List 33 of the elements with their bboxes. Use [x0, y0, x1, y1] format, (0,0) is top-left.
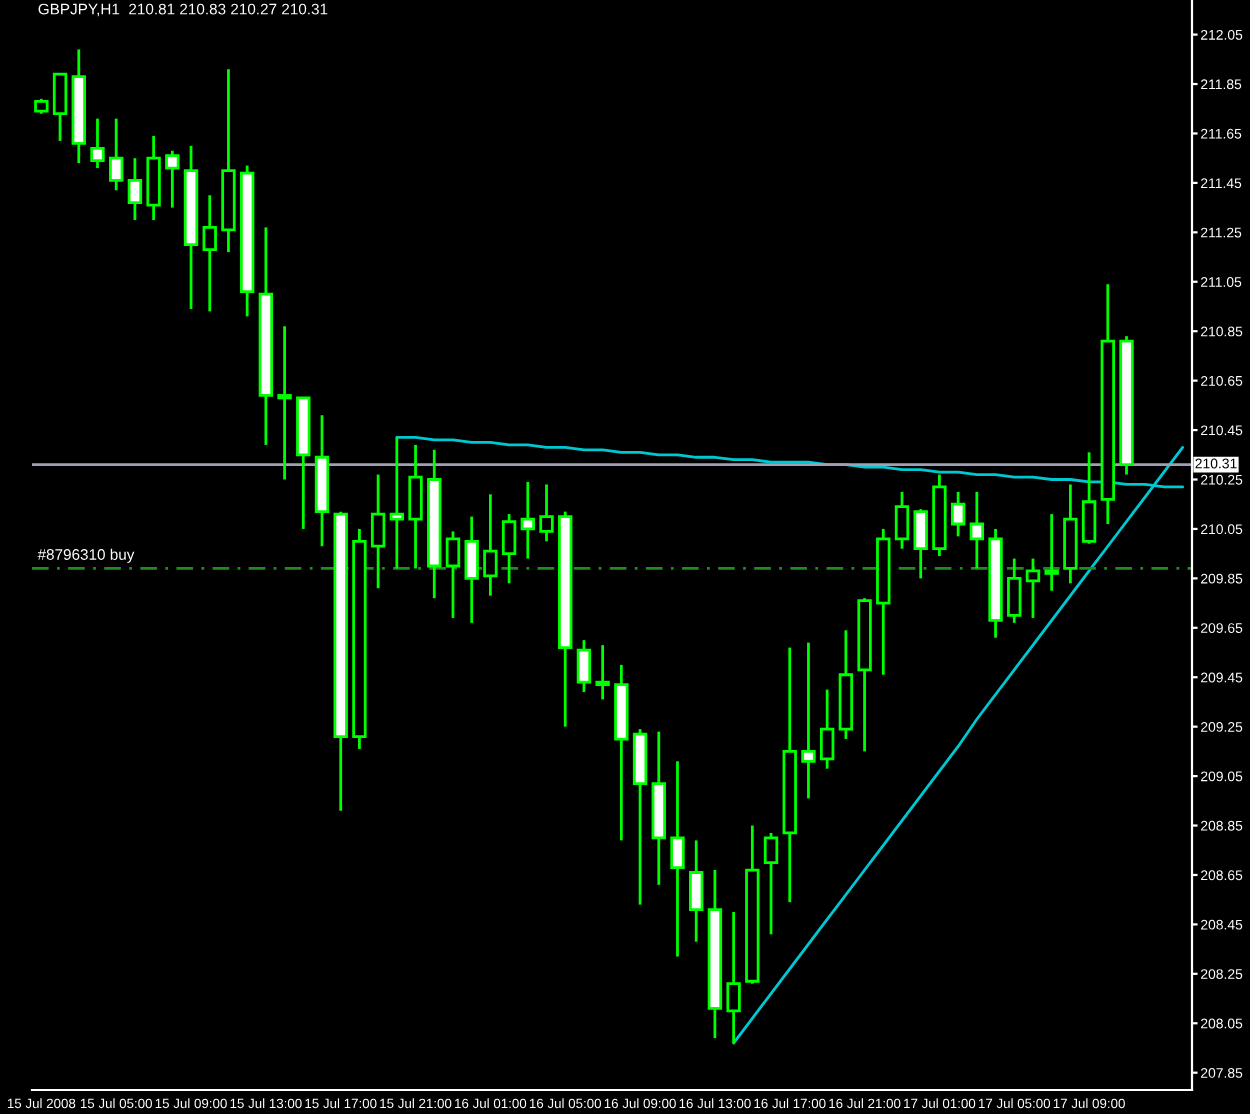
candlestick [801, 641, 816, 800]
candlestick [576, 638, 592, 694]
candlestick [950, 490, 966, 538]
candlestick [127, 156, 143, 222]
candlestick [90, 117, 105, 170]
candlestick [389, 436, 405, 570]
candlestick [595, 643, 610, 701]
candlestick [539, 483, 554, 543]
candlestick [969, 490, 985, 570]
candlestick [1025, 557, 1041, 620]
candlestick [726, 910, 741, 1045]
candlestick [445, 530, 461, 620]
candlestick [501, 512, 517, 585]
candlestick [483, 492, 498, 598]
candlestick [202, 193, 217, 313]
candlestick [277, 324, 292, 481]
candlestick [1081, 450, 1097, 546]
candlestick [109, 117, 124, 192]
candlestick [52, 72, 68, 143]
candlestick [408, 443, 423, 570]
candlestick [670, 759, 685, 958]
candlestick [146, 134, 161, 222]
candlestick [464, 515, 479, 625]
candlestick [689, 838, 704, 944]
candlestick [819, 688, 835, 771]
candlestick [370, 473, 386, 590]
candlestick [894, 490, 910, 551]
candlestick [1044, 512, 1059, 593]
candlestick [165, 149, 180, 210]
candlestick [1007, 557, 1022, 625]
candlestick [520, 480, 535, 560]
candlestick [913, 507, 928, 580]
candlestick [763, 831, 779, 936]
